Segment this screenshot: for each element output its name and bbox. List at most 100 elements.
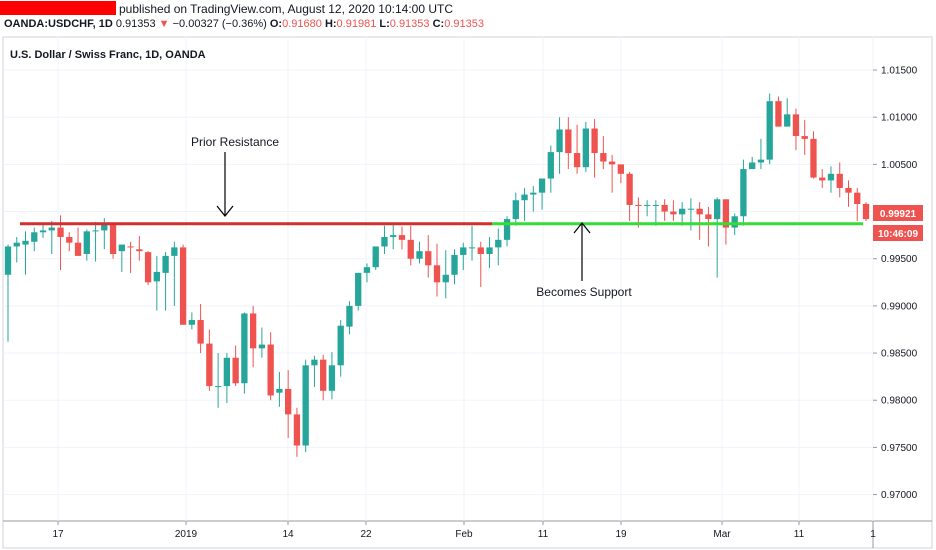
candles <box>4 93 870 457</box>
candle-body <box>854 192 861 204</box>
candle <box>293 407 301 457</box>
candle <box>766 93 773 165</box>
candle <box>416 241 423 264</box>
x-tick-label: Mar <box>713 529 731 540</box>
candle-body <box>740 169 747 217</box>
candle <box>337 320 344 377</box>
candle-body <box>355 272 362 306</box>
candle-body <box>460 247 467 255</box>
candle-body <box>731 216 738 228</box>
redacted-bar <box>0 1 116 15</box>
candle <box>696 202 703 240</box>
candle-body <box>827 173 835 181</box>
candle <box>320 354 327 401</box>
candle <box>460 242 467 271</box>
candle-body <box>372 246 379 268</box>
candle <box>363 263 371 283</box>
prior-resistance-label: Prior Resistance <box>191 135 279 149</box>
down-arrowhead-icon <box>216 205 234 217</box>
candle <box>792 108 800 151</box>
candle <box>468 225 476 261</box>
candle <box>407 225 414 266</box>
candle <box>206 329 213 391</box>
x-tick-label: 11 <box>538 529 549 540</box>
x-tick-label: 11 <box>794 529 805 540</box>
candle-body <box>83 231 90 254</box>
symbol-label: OANDA:USDCHF, 1D <box>4 18 113 30</box>
candle-body <box>757 159 765 163</box>
candle <box>652 200 660 226</box>
candle-body <box>162 255 169 273</box>
candle-body <box>591 128 598 154</box>
time-badge-text: 10:46:09 <box>878 229 918 240</box>
price-badge-text: 0.99921 <box>880 209 917 220</box>
candle <box>722 199 730 245</box>
candle <box>127 241 134 273</box>
candle-body <box>819 177 826 181</box>
candle-body <box>398 235 406 240</box>
candle-body <box>92 230 99 232</box>
candle <box>617 164 625 184</box>
x-tick-label: 14 <box>282 529 294 540</box>
candle <box>390 222 397 250</box>
candle <box>836 162 843 198</box>
candle-body <box>643 204 651 206</box>
candle-body <box>862 203 870 220</box>
candle-body <box>836 173 843 188</box>
candle-body <box>223 357 231 387</box>
candle-body <box>136 249 143 252</box>
candle-body <box>696 208 703 215</box>
candle-body <box>188 320 196 325</box>
candle <box>591 119 598 178</box>
candle-body <box>179 247 187 325</box>
low-value: 0.91353 <box>389 18 430 30</box>
candle-body <box>486 247 493 254</box>
y-tick-label: 0.98500 <box>881 349 918 360</box>
candle-body <box>565 129 572 154</box>
candle-body <box>381 237 388 247</box>
x-tick-label: 2019 <box>175 529 198 540</box>
symbol-header: OANDA:USDCHF, 1D 0.91353 ▼ −0.00327 (−0.… <box>4 18 484 30</box>
candle <box>118 244 125 272</box>
publish-header: published on TradingView.com, August 12,… <box>0 0 936 18</box>
published-text: published on TradingView.com, August 12,… <box>119 2 454 16</box>
candle <box>740 159 747 226</box>
candle-body <box>573 153 581 168</box>
candle <box>670 200 677 221</box>
candle-body <box>521 194 528 201</box>
candle <box>486 237 493 269</box>
candle-body <box>468 247 476 249</box>
candle-body <box>241 313 248 384</box>
open-label: O: <box>269 18 283 30</box>
candle <box>223 353 231 404</box>
candle <box>179 244 187 325</box>
candle <box>512 192 519 226</box>
candle <box>845 180 852 207</box>
candle-body <box>13 242 20 247</box>
candle <box>197 304 204 354</box>
candle <box>784 98 791 127</box>
candle-body <box>293 414 301 446</box>
candle-body <box>547 152 554 179</box>
candle-body <box>582 128 589 168</box>
candle-body <box>118 244 125 252</box>
candle-body <box>232 357 239 384</box>
candle <box>827 166 835 193</box>
candle <box>643 200 651 217</box>
candle <box>162 252 169 311</box>
candle-body <box>714 199 721 220</box>
candle-body <box>101 224 108 231</box>
candle-body <box>792 114 800 137</box>
candle-body <box>652 204 660 206</box>
candle-body <box>214 386 222 388</box>
candle <box>608 154 616 193</box>
candle <box>451 249 458 285</box>
candle-body <box>346 305 353 327</box>
candle-body <box>749 162 756 170</box>
candle-body <box>766 101 773 160</box>
candle <box>442 250 449 299</box>
open-value: 0.91680 <box>282 18 322 30</box>
candle-body <box>109 224 117 254</box>
x-tick-label: 17 <box>52 529 64 540</box>
